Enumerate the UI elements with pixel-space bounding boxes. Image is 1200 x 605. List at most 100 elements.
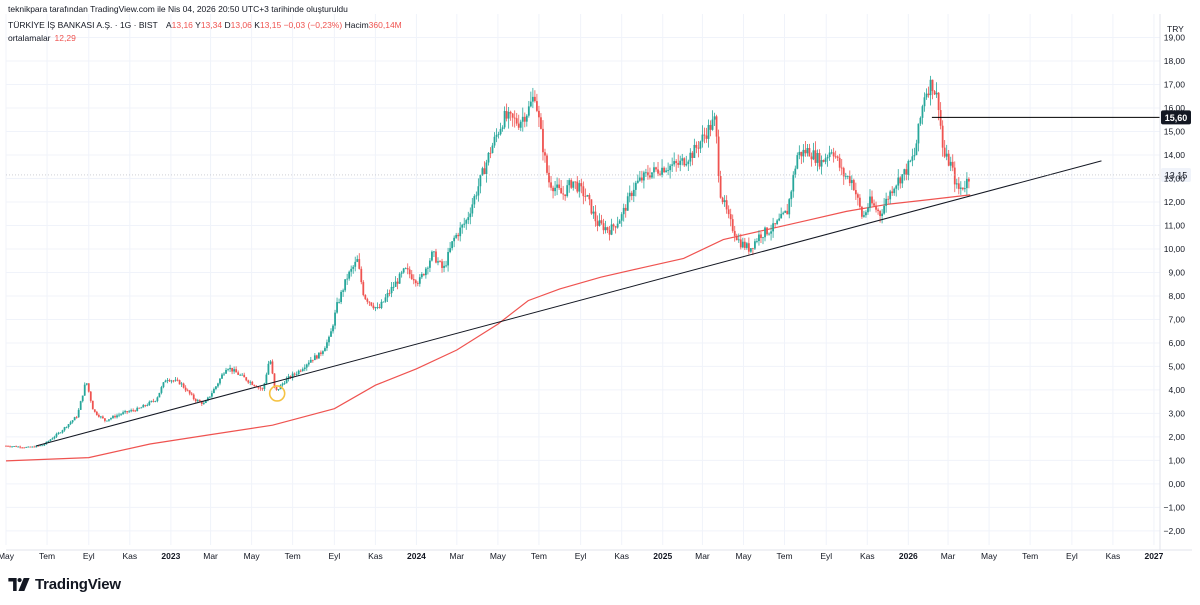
high-value: 13,34 [200, 20, 223, 30]
candle-body [794, 168, 797, 176]
candle-body [764, 227, 766, 238]
candle-body [758, 234, 760, 242]
symbol-legend: TÜRKİYE İŞ BANKASI A.Ş. · 1G · BIST A13,… [8, 20, 402, 30]
candle-body [297, 370, 300, 374]
x-tick-label: 2026 [899, 551, 918, 561]
candle-body [901, 174, 904, 184]
candle-body [204, 400, 207, 403]
candle-body [875, 205, 877, 210]
candle-body [485, 162, 488, 175]
candle-body [905, 169, 908, 175]
candle-body [784, 210, 787, 213]
candle-body [27, 446, 30, 448]
candle-body [65, 427, 68, 428]
candle-body [49, 439, 52, 442]
candle-body [778, 218, 781, 221]
candle-body [192, 394, 195, 400]
candle-body [580, 183, 583, 187]
candle-body [259, 387, 262, 389]
candle-body [699, 141, 702, 149]
candle-body [303, 367, 306, 370]
candle-body [649, 175, 651, 178]
candle-body [358, 259, 361, 269]
candle-body [366, 299, 369, 302]
candle-body [156, 397, 159, 402]
candle-body [283, 383, 286, 385]
candle-body [429, 260, 431, 268]
candle-body [213, 388, 215, 394]
candle-body [408, 269, 411, 275]
candle-body [89, 391, 92, 401]
volume-value: 360,14M [368, 20, 402, 30]
candle-body [138, 407, 141, 409]
candle-body [364, 295, 367, 300]
candle-body [271, 361, 274, 374]
candle-body [671, 164, 674, 166]
candle-body [83, 384, 86, 396]
candle-body [378, 307, 381, 308]
candle-body [392, 286, 395, 288]
candle-body [689, 152, 692, 162]
candle-body [889, 191, 892, 200]
candle-body [47, 441, 50, 442]
x-tick-label: Kas [122, 551, 137, 561]
candle-body [439, 261, 441, 262]
candle-body [711, 119, 714, 130]
candle-body [818, 153, 821, 167]
candle-body [798, 151, 801, 156]
y-tick-label: 1,00 [1168, 455, 1185, 465]
candle-body [745, 243, 748, 248]
candle-body [612, 224, 615, 227]
candle-body [826, 157, 829, 159]
candle-body [766, 227, 768, 235]
candle-body [697, 147, 700, 149]
candle-body [23, 447, 26, 449]
candle-body [620, 214, 623, 221]
candle-body [435, 251, 437, 263]
candle-body [536, 101, 538, 111]
candle-body [669, 165, 672, 171]
candle-body [241, 374, 244, 376]
candle-body [118, 414, 120, 416]
last-price-label: 13,15 [1165, 170, 1188, 180]
candle-body [865, 212, 867, 216]
candle-body [867, 207, 869, 213]
x-tick-label: Eyl [83, 551, 95, 561]
candle-body [261, 388, 264, 390]
candle-body [190, 393, 193, 395]
x-tick-label: May [981, 551, 998, 561]
candle-body [33, 446, 36, 448]
y-tick-label: 11,00 [1164, 220, 1185, 230]
candle-body [796, 155, 799, 169]
candle-body [911, 156, 914, 161]
x-tick-label: Mar [695, 551, 710, 561]
candle-body [465, 220, 468, 224]
tradingview-logo[interactable]: TradingView [8, 576, 121, 593]
candle-body [657, 169, 659, 174]
y-tick-label: 6,00 [1168, 338, 1185, 348]
candle-body [701, 134, 704, 142]
candle-body [511, 113, 514, 118]
candle-body [774, 223, 777, 225]
candle-body [634, 182, 637, 190]
candle-body [437, 261, 439, 263]
candle-body [846, 176, 849, 177]
candle-body [97, 414, 100, 417]
moving-average-legend[interactable]: ortalamalar 12,29 [8, 33, 76, 43]
candle-body [249, 381, 252, 383]
candle-body [735, 235, 738, 241]
candle-body [140, 407, 143, 409]
x-tick-label: Eyl [820, 551, 832, 561]
candle-body [25, 447, 28, 448]
candle-body [850, 180, 853, 184]
candle-body [424, 268, 427, 276]
y-tick-label: 16,00 [1164, 103, 1186, 113]
candle-body [523, 116, 526, 122]
symbol-name[interactable]: TÜRKİYE İŞ BANKASI A.Ş. · 1G · BIST [8, 20, 158, 30]
y-tick-label: 4,00 [1168, 385, 1185, 395]
candle-body [546, 155, 548, 173]
candle-body [91, 400, 94, 410]
candle-body [756, 241, 758, 242]
candle-body [592, 211, 595, 214]
